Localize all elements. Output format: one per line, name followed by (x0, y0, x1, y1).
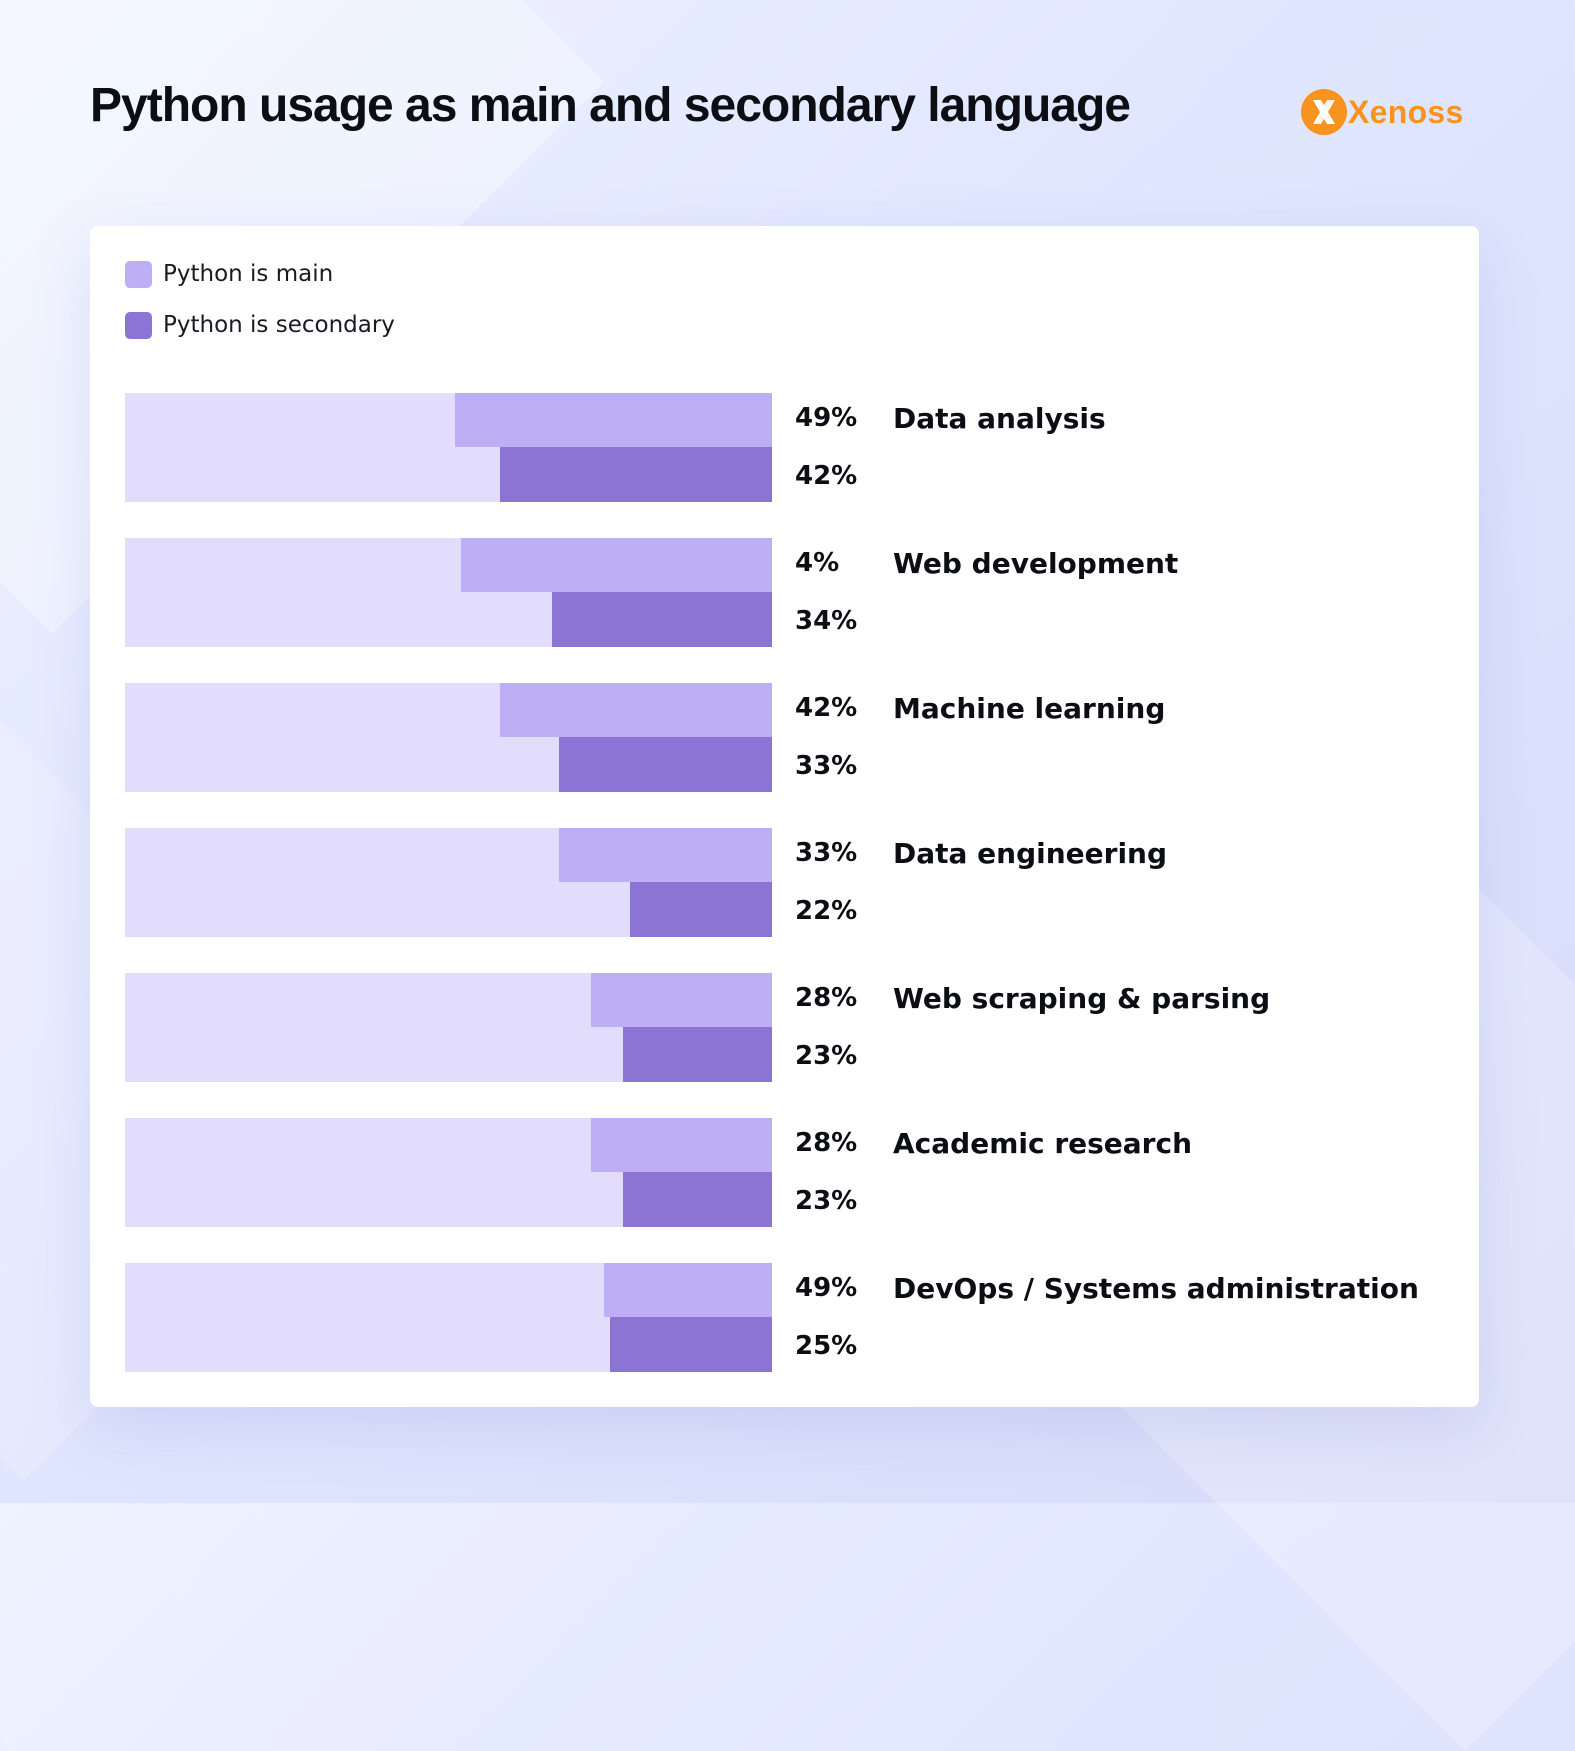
legend-label-main: Python is main (163, 261, 334, 287)
chart-row: 42% 33% Machine learning (125, 683, 1455, 792)
value-label-secondary: 22% (795, 896, 858, 926)
value-label-main: 42% (795, 693, 858, 723)
value-label-main: 33% (795, 838, 858, 868)
category-label: Web development (893, 547, 1179, 580)
value-label-main: 49% (795, 1273, 858, 1303)
category-label: Academic research (893, 1127, 1193, 1160)
chart-row: 28% 23% Academic research (125, 1118, 1455, 1227)
chart-row: 33% 22% Data engineering (125, 828, 1455, 937)
value-label-secondary: 34% (795, 606, 858, 636)
value-label-main: 49% (795, 403, 858, 433)
chart-card: Python is main Python is secondary 49% 42… (90, 226, 1479, 1407)
legend-swatch-secondary (125, 311, 152, 339)
chart-row: 28% 23% Web scraping & parsing (125, 973, 1455, 1082)
value-label-main: 4% (795, 548, 840, 578)
bar-main (454, 393, 772, 447)
chart-row: 4% 34% Web development (125, 538, 1455, 647)
bar-secondary (623, 1027, 772, 1082)
chart-row: 49% 42% Data analysis (125, 393, 1455, 502)
value-label-secondary: 23% (795, 1186, 858, 1216)
bar-secondary (623, 1172, 772, 1227)
bar-secondary (558, 737, 772, 792)
brand-logo: Xenoss (1300, 88, 1464, 136)
legend-item-secondary: Python is secondary (125, 311, 395, 339)
chart-row: 49% 25% DevOps / Systems administration (125, 1263, 1455, 1372)
value-label-main: 28% (795, 983, 858, 1013)
bar-secondary (500, 447, 772, 502)
value-label-secondary: 23% (795, 1041, 858, 1071)
category-label: Data engineering (893, 837, 1168, 870)
value-label-secondary: 42% (795, 461, 858, 491)
category-label: Web scraping & parsing (893, 982, 1271, 1015)
legend-swatch-main (125, 260, 152, 288)
bar-main (500, 683, 772, 737)
legend: Python is main Python is secondary (125, 260, 395, 362)
xenoss-logo-icon (1301, 89, 1347, 135)
bar-main (461, 538, 772, 592)
value-label-secondary: 33% (795, 751, 858, 781)
bar-main (590, 973, 772, 1027)
bar-main (603, 1263, 772, 1317)
legend-label-secondary: Python is secondary (163, 312, 395, 338)
category-label: Machine learning (893, 692, 1166, 725)
bar-main (558, 828, 772, 882)
category-label: DevOps / Systems administration (893, 1272, 1419, 1305)
value-label-main: 28% (795, 1128, 858, 1158)
bar-main (590, 1118, 772, 1172)
bar-secondary (552, 592, 772, 647)
page-title: Python usage as main and secondary langu… (90, 79, 1131, 132)
bar-secondary (610, 1317, 772, 1372)
legend-item-main: Python is main (125, 260, 395, 288)
chart-rows: 49% 42% Data analysis 4% 34% Web development 4… (125, 393, 1455, 1408)
bar-secondary (629, 882, 772, 937)
brand-name: Xenoss (1348, 93, 1464, 130)
category-label: Data analysis (893, 402, 1106, 435)
value-label-secondary: 25% (795, 1331, 858, 1361)
